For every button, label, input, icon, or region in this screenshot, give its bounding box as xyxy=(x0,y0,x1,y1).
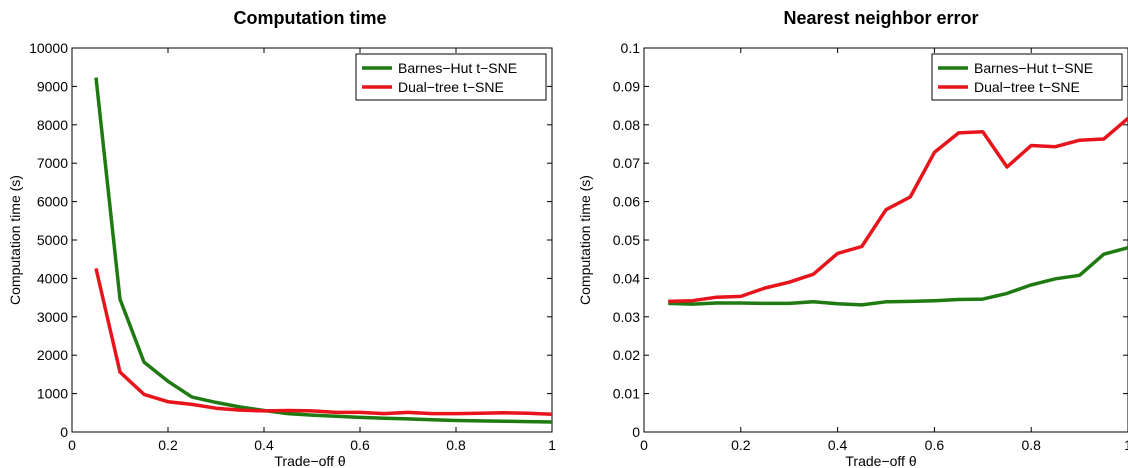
nearest-neighbor-error-chart: Nearest neighbor error Trade−off θ Compu… xyxy=(577,8,1128,468)
x-tick-label: 1 xyxy=(1124,437,1128,453)
y-tick-label: 6000 xyxy=(37,194,68,210)
y-tick-label: 2000 xyxy=(37,347,68,363)
y-tick-label: 0.07 xyxy=(613,155,640,171)
x-tick-label: 0.4 xyxy=(828,437,848,453)
legend-label: Dual−tree t−SNE xyxy=(974,79,1080,95)
y-tick-label: 0.01 xyxy=(613,386,640,402)
x-axis-label: Trade−off θ xyxy=(845,453,916,468)
y-tick-label: 4000 xyxy=(37,270,68,286)
y-tick-label: 0.1 xyxy=(621,40,641,56)
y-tick-label: 0.08 xyxy=(613,117,640,133)
y-tick-label: 8000 xyxy=(37,117,68,133)
legend-box xyxy=(355,53,547,101)
series-line-dual-tree xyxy=(668,116,1128,304)
x-tick-label: 0.8 xyxy=(446,437,466,453)
series-line-barnes-hut xyxy=(668,246,1128,307)
x-tick-label: 0.6 xyxy=(925,437,945,453)
chart-title: Computation time xyxy=(234,8,387,28)
x-tick-label: 0.8 xyxy=(1021,437,1041,453)
y-tick-label: 0 xyxy=(632,424,640,440)
x-tick-label: 0.4 xyxy=(254,437,274,453)
x-tick-label: 0 xyxy=(640,437,648,453)
legend-label: Dual−tree t−SNE xyxy=(398,79,504,95)
y-tick-label: 1000 xyxy=(37,386,68,402)
series-line-barnes-hut xyxy=(94,77,553,424)
axes-frame xyxy=(71,47,553,433)
computation-time-chart: Computation time Trade−off θ Computation… xyxy=(7,8,556,468)
y-tick-label: 0.09 xyxy=(613,78,640,94)
y-tick-label: 3000 xyxy=(37,309,68,325)
y-tick-label: 0.02 xyxy=(613,347,640,363)
x-tick-label: 0.2 xyxy=(731,437,751,453)
x-tick-label: 0 xyxy=(68,437,76,453)
y-tick-label: 7000 xyxy=(37,155,68,171)
y-tick-label: 9000 xyxy=(37,78,68,94)
axes-frame xyxy=(643,47,1128,433)
x-tick-label: 0.2 xyxy=(158,437,178,453)
legend-label: Barnes−Hut t−SNE xyxy=(398,60,517,76)
y-tick-label: 0.05 xyxy=(613,232,640,248)
y-tick-label: 0 xyxy=(60,424,68,440)
x-axis-label: Trade−off θ xyxy=(274,453,345,468)
y-axis-label: Computation time (s) xyxy=(7,175,23,305)
series-line-dual-tree xyxy=(94,268,553,417)
y-tick-label: 0.04 xyxy=(613,270,640,286)
y-tick-label: 0.03 xyxy=(613,309,640,325)
y-tick-label: 10000 xyxy=(29,40,68,56)
y-axis-label: Computation time (s) xyxy=(577,175,593,305)
y-tick-label: 0.06 xyxy=(613,194,640,210)
x-tick-label: 0.6 xyxy=(350,437,370,453)
y-tick-label: 5000 xyxy=(37,232,68,248)
chart-title: Nearest neighbor error xyxy=(783,8,978,28)
legend-box xyxy=(931,53,1123,101)
x-tick-label: 1 xyxy=(548,437,556,453)
legend-label: Barnes−Hut t−SNE xyxy=(974,60,1093,76)
